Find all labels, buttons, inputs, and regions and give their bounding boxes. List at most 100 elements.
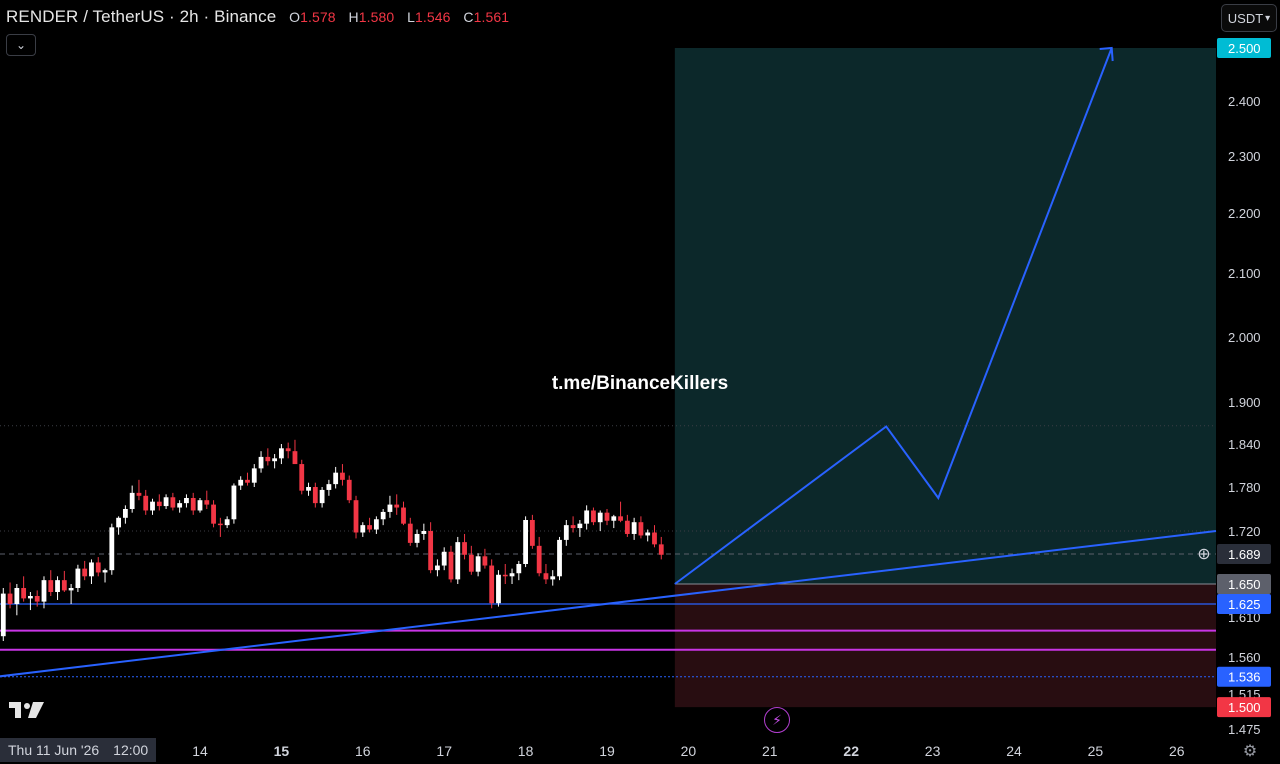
candle-body <box>387 504 393 512</box>
time-axis-label: 17 <box>436 743 452 759</box>
candle-body <box>217 523 223 526</box>
watermark-text: t.me/BinanceKillers <box>552 373 728 394</box>
candle-body <box>333 472 339 485</box>
trendline <box>0 530 1217 678</box>
candle-body <box>48 580 54 592</box>
currency-button[interactable]: USDT ▾ <box>1221 4 1277 32</box>
price-axis[interactable]: 2.400 2.300 2.200 2.100 2.000 1.900 1.840 1.780… <box>1217 38 1271 737</box>
time-axis-label: 19 <box>599 743 615 759</box>
position-zones <box>674 48 1216 708</box>
time-axis-label: 20 <box>681 743 697 759</box>
candle-body <box>340 472 345 480</box>
candle-body <box>82 568 88 577</box>
candle-body <box>0 593 6 637</box>
candle-body <box>163 497 169 507</box>
candle-body <box>462 542 467 555</box>
candle-body <box>570 525 576 529</box>
candle-body <box>184 498 189 504</box>
gear-icon[interactable]: ⚙ <box>1242 743 1258 760</box>
price-badge <box>1217 594 1271 614</box>
candle-body <box>394 504 400 508</box>
price-badge-label: 1.689 <box>1228 547 1261 562</box>
candle-body <box>373 519 379 530</box>
candle-body <box>204 500 210 505</box>
low-value: 1.546 <box>414 9 451 25</box>
candle-body <box>238 479 244 486</box>
candle-body <box>360 525 366 533</box>
time-axis-label: 18 <box>518 743 534 759</box>
candle-body <box>258 456 264 469</box>
loss-zone <box>674 584 1216 708</box>
candle-body <box>591 510 596 523</box>
candle-body <box>489 565 495 604</box>
collapse-legend-button[interactable]: ⌄ <box>6 34 36 56</box>
candle-body <box>150 501 155 511</box>
candle-body <box>502 574 508 577</box>
price-axis-label: 2.400 <box>1228 94 1261 109</box>
price-badge-label: 1.625 <box>1228 597 1261 612</box>
candle-body <box>380 511 386 520</box>
high-label: H <box>348 9 359 25</box>
drawings[interactable] <box>0 46 1217 678</box>
candle-body <box>618 516 623 521</box>
symbol-header[interactable]: RENDER / TetherUS · 2h · Binance O1.578 … <box>6 7 509 27</box>
candle-body <box>170 497 176 508</box>
candle-body <box>109 527 115 571</box>
price-axis-label: 1.560 <box>1228 650 1261 665</box>
candle-body <box>516 564 522 574</box>
time-axis-label: 15 <box>274 743 290 759</box>
low-label: L <box>407 9 415 25</box>
candle-body <box>143 495 149 511</box>
candle-body <box>407 523 413 543</box>
price-axis-label: 1.720 <box>1228 524 1261 539</box>
projection-arrowhead <box>1099 46 1114 62</box>
candle-body <box>529 520 535 546</box>
symbol-title[interactable]: RENDER / TetherUS · 2h · Binance <box>6 7 277 26</box>
candle-body <box>482 556 488 566</box>
price-badge <box>1217 38 1271 58</box>
time-axis[interactable]: 14 15 16 17 18 19 20 21 22 23 24 25 26 <box>192 743 1185 759</box>
candle-body <box>455 542 461 580</box>
candles <box>0 439 664 641</box>
lightning-icon[interactable]: ⚡ <box>764 707 790 733</box>
candle-body <box>306 487 311 491</box>
candle-body <box>7 593 13 604</box>
price-badge-label: 2.500 <box>1228 41 1261 56</box>
candle-body <box>441 551 447 566</box>
candle-body <box>136 492 142 496</box>
candle-body <box>448 551 454 580</box>
candle-body <box>68 588 74 591</box>
price-axis-label: 2.000 <box>1228 330 1261 345</box>
candle-body <box>190 498 196 511</box>
price-axis-label: 2.100 <box>1228 266 1261 281</box>
tradingview-logo-icon[interactable] <box>8 700 46 720</box>
time-axis-label: 16 <box>355 743 371 759</box>
candle-body <box>211 504 216 524</box>
candle-body <box>631 522 637 534</box>
close-value: 1.561 <box>473 9 510 25</box>
time-axis-label: 22 <box>843 743 859 759</box>
price-axis-label: 1.475 <box>1228 722 1261 737</box>
candle-body <box>346 479 352 501</box>
candle-body <box>543 573 549 580</box>
candle-body <box>279 448 284 459</box>
chevron-down-icon: ▾ <box>1265 12 1271 24</box>
price-badge <box>1217 544 1271 564</box>
candle-body <box>326 484 332 490</box>
crosshair-time: 12:00 <box>113 742 149 758</box>
candle-body <box>401 507 406 524</box>
price-badge-label: 1.500 <box>1228 700 1261 715</box>
candle-body <box>468 554 474 572</box>
candle-body <box>421 531 427 534</box>
candle-body <box>122 509 128 518</box>
open-label: O <box>289 9 301 25</box>
plus-circle-icon[interactable]: ⊕ <box>1197 546 1211 563</box>
candle-body <box>658 544 664 555</box>
candle-body <box>14 588 20 604</box>
candle-body <box>319 489 325 504</box>
candle-body <box>231 485 237 520</box>
candle-body <box>584 510 590 524</box>
reference-lines <box>0 425 1216 678</box>
candle-body <box>652 532 657 545</box>
